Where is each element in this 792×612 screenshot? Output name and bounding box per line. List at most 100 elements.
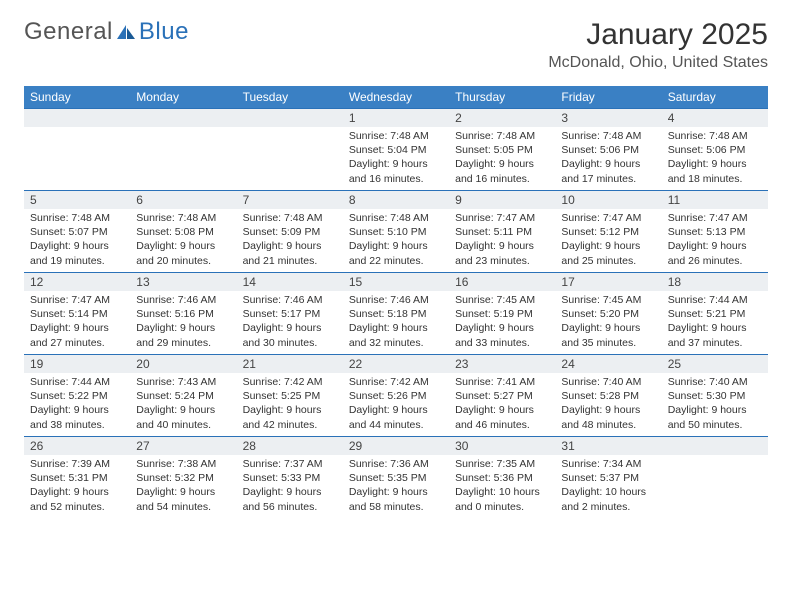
weekday-header: Monday <box>130 86 236 109</box>
calendar-day-cell: 26Sunrise: 7:39 AMSunset: 5:31 PMDayligh… <box>24 437 130 519</box>
day-details: Sunrise: 7:44 AMSunset: 5:22 PMDaylight:… <box>24 373 130 436</box>
calendar-week-row: 12Sunrise: 7:47 AMSunset: 5:14 PMDayligh… <box>24 273 768 355</box>
day-number: 4 <box>662 109 768 127</box>
weekday-header: Saturday <box>662 86 768 109</box>
calendar-day-cell: 3Sunrise: 7:48 AMSunset: 5:06 PMDaylight… <box>555 109 661 191</box>
empty-day <box>662 437 768 455</box>
day-details: Sunrise: 7:47 AMSunset: 5:13 PMDaylight:… <box>662 209 768 272</box>
sail-icon <box>115 23 137 41</box>
day-details: Sunrise: 7:48 AMSunset: 5:07 PMDaylight:… <box>24 209 130 272</box>
weekday-header-row: SundayMondayTuesdayWednesdayThursdayFrid… <box>24 86 768 109</box>
calendar-day-cell <box>237 109 343 191</box>
day-details: Sunrise: 7:40 AMSunset: 5:30 PMDaylight:… <box>662 373 768 436</box>
day-number: 21 <box>237 355 343 373</box>
day-number: 8 <box>343 191 449 209</box>
calendar-day-cell: 15Sunrise: 7:46 AMSunset: 5:18 PMDayligh… <box>343 273 449 355</box>
day-details: Sunrise: 7:39 AMSunset: 5:31 PMDaylight:… <box>24 455 130 518</box>
day-details: Sunrise: 7:46 AMSunset: 5:18 PMDaylight:… <box>343 291 449 354</box>
calendar-day-cell: 6Sunrise: 7:48 AMSunset: 5:08 PMDaylight… <box>130 191 236 273</box>
empty-day <box>130 109 236 127</box>
day-number: 9 <box>449 191 555 209</box>
day-number: 14 <box>237 273 343 291</box>
calendar-day-cell: 19Sunrise: 7:44 AMSunset: 5:22 PMDayligh… <box>24 355 130 437</box>
calendar-day-cell: 12Sunrise: 7:47 AMSunset: 5:14 PMDayligh… <box>24 273 130 355</box>
day-number: 13 <box>130 273 236 291</box>
day-number: 25 <box>662 355 768 373</box>
brand-name-b: Blue <box>139 18 189 46</box>
day-number: 10 <box>555 191 661 209</box>
day-number: 22 <box>343 355 449 373</box>
calendar-day-cell: 1Sunrise: 7:48 AMSunset: 5:04 PMDaylight… <box>343 109 449 191</box>
day-number: 15 <box>343 273 449 291</box>
empty-day <box>24 109 130 127</box>
day-details: Sunrise: 7:35 AMSunset: 5:36 PMDaylight:… <box>449 455 555 518</box>
calendar-day-cell: 8Sunrise: 7:48 AMSunset: 5:10 PMDaylight… <box>343 191 449 273</box>
day-number: 7 <box>237 191 343 209</box>
day-number: 31 <box>555 437 661 455</box>
page-header: General Blue January 2025 McDonald, Ohio… <box>24 18 768 72</box>
day-details: Sunrise: 7:48 AMSunset: 5:04 PMDaylight:… <box>343 127 449 190</box>
day-number: 3 <box>555 109 661 127</box>
calendar-week-row: 19Sunrise: 7:44 AMSunset: 5:22 PMDayligh… <box>24 355 768 437</box>
day-number: 30 <box>449 437 555 455</box>
calendar-day-cell: 27Sunrise: 7:38 AMSunset: 5:32 PMDayligh… <box>130 437 236 519</box>
calendar-week-row: 1Sunrise: 7:48 AMSunset: 5:04 PMDaylight… <box>24 109 768 191</box>
weekday-header: Friday <box>555 86 661 109</box>
day-details: Sunrise: 7:48 AMSunset: 5:09 PMDaylight:… <box>237 209 343 272</box>
calendar-day-cell: 14Sunrise: 7:46 AMSunset: 5:17 PMDayligh… <box>237 273 343 355</box>
day-details: Sunrise: 7:40 AMSunset: 5:28 PMDaylight:… <box>555 373 661 436</box>
brand-logo: General Blue <box>24 18 189 46</box>
day-details: Sunrise: 7:47 AMSunset: 5:14 PMDaylight:… <box>24 291 130 354</box>
day-number: 28 <box>237 437 343 455</box>
day-details: Sunrise: 7:37 AMSunset: 5:33 PMDaylight:… <box>237 455 343 518</box>
calendar-table: SundayMondayTuesdayWednesdayThursdayFrid… <box>24 86 768 519</box>
day-details: Sunrise: 7:42 AMSunset: 5:26 PMDaylight:… <box>343 373 449 436</box>
calendar-day-cell: 25Sunrise: 7:40 AMSunset: 5:30 PMDayligh… <box>662 355 768 437</box>
day-details: Sunrise: 7:46 AMSunset: 5:17 PMDaylight:… <box>237 291 343 354</box>
day-number: 11 <box>662 191 768 209</box>
calendar-day-cell <box>24 109 130 191</box>
calendar-day-cell: 5Sunrise: 7:48 AMSunset: 5:07 PMDaylight… <box>24 191 130 273</box>
day-details: Sunrise: 7:48 AMSunset: 5:06 PMDaylight:… <box>555 127 661 190</box>
day-details: Sunrise: 7:48 AMSunset: 5:10 PMDaylight:… <box>343 209 449 272</box>
calendar-day-cell: 2Sunrise: 7:48 AMSunset: 5:05 PMDaylight… <box>449 109 555 191</box>
day-number: 6 <box>130 191 236 209</box>
day-number: 29 <box>343 437 449 455</box>
weekday-header: Wednesday <box>343 86 449 109</box>
calendar-day-cell: 9Sunrise: 7:47 AMSunset: 5:11 PMDaylight… <box>449 191 555 273</box>
calendar-day-cell: 13Sunrise: 7:46 AMSunset: 5:16 PMDayligh… <box>130 273 236 355</box>
weekday-header: Tuesday <box>237 86 343 109</box>
day-details: Sunrise: 7:41 AMSunset: 5:27 PMDaylight:… <box>449 373 555 436</box>
calendar-day-cell: 21Sunrise: 7:42 AMSunset: 5:25 PMDayligh… <box>237 355 343 437</box>
calendar-day-cell: 22Sunrise: 7:42 AMSunset: 5:26 PMDayligh… <box>343 355 449 437</box>
day-details: Sunrise: 7:36 AMSunset: 5:35 PMDaylight:… <box>343 455 449 518</box>
day-details: Sunrise: 7:45 AMSunset: 5:20 PMDaylight:… <box>555 291 661 354</box>
calendar-day-cell: 20Sunrise: 7:43 AMSunset: 5:24 PMDayligh… <box>130 355 236 437</box>
day-number: 20 <box>130 355 236 373</box>
title-block: January 2025 McDonald, Ohio, United Stat… <box>548 18 768 72</box>
calendar-day-cell: 31Sunrise: 7:34 AMSunset: 5:37 PMDayligh… <box>555 437 661 519</box>
day-number: 16 <box>449 273 555 291</box>
day-number: 17 <box>555 273 661 291</box>
day-number: 12 <box>24 273 130 291</box>
day-number: 26 <box>24 437 130 455</box>
day-details: Sunrise: 7:43 AMSunset: 5:24 PMDaylight:… <box>130 373 236 436</box>
day-number: 2 <box>449 109 555 127</box>
day-details: Sunrise: 7:48 AMSunset: 5:06 PMDaylight:… <box>662 127 768 190</box>
calendar-day-cell: 11Sunrise: 7:47 AMSunset: 5:13 PMDayligh… <box>662 191 768 273</box>
calendar-day-cell: 30Sunrise: 7:35 AMSunset: 5:36 PMDayligh… <box>449 437 555 519</box>
calendar-week-row: 5Sunrise: 7:48 AMSunset: 5:07 PMDaylight… <box>24 191 768 273</box>
brand-name-a: General <box>24 18 113 46</box>
day-number: 23 <box>449 355 555 373</box>
day-number: 1 <box>343 109 449 127</box>
day-number: 18 <box>662 273 768 291</box>
calendar-body: 1Sunrise: 7:48 AMSunset: 5:04 PMDaylight… <box>24 109 768 519</box>
day-number: 5 <box>24 191 130 209</box>
day-details: Sunrise: 7:44 AMSunset: 5:21 PMDaylight:… <box>662 291 768 354</box>
day-details: Sunrise: 7:48 AMSunset: 5:08 PMDaylight:… <box>130 209 236 272</box>
weekday-header: Thursday <box>449 86 555 109</box>
weekday-header: Sunday <box>24 86 130 109</box>
calendar-day-cell: 28Sunrise: 7:37 AMSunset: 5:33 PMDayligh… <box>237 437 343 519</box>
calendar-day-cell: 10Sunrise: 7:47 AMSunset: 5:12 PMDayligh… <box>555 191 661 273</box>
calendar-day-cell <box>662 437 768 519</box>
